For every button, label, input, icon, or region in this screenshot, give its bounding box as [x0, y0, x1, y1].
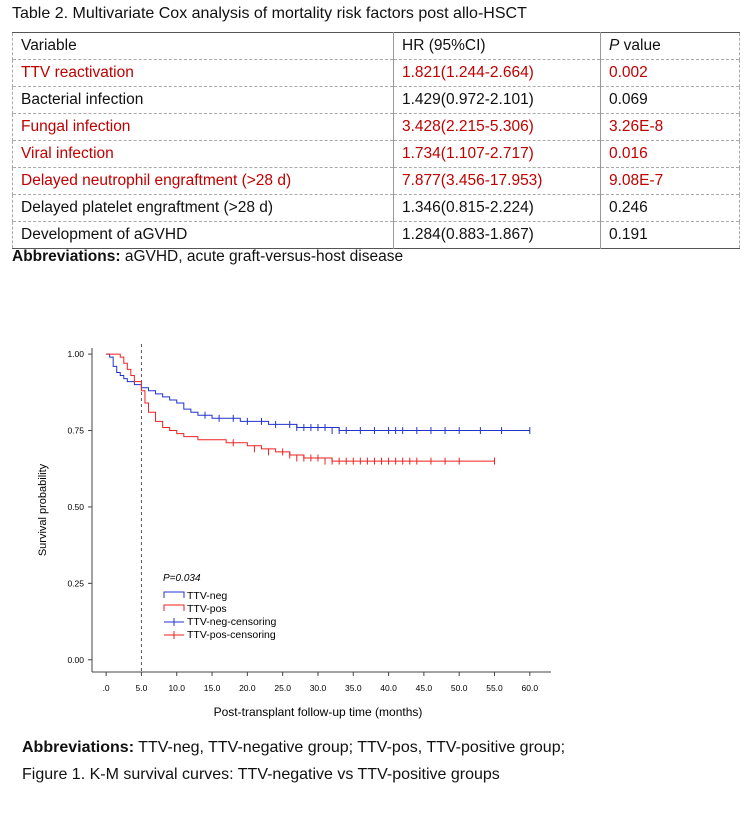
- y-tick-label: 1.00: [67, 349, 84, 359]
- legend-pos-swatch: [163, 604, 185, 611]
- x-axis-ticks: .0 5.0 10.0 15.0 20.0 25.0 30.0 35.0 40.0 45.0 50.…: [103, 672, 539, 693]
- legend-label: TTV-pos: [187, 603, 227, 615]
- y-tick-label: 0.00: [67, 655, 84, 665]
- x-tick-label: 15.0: [204, 683, 221, 693]
- x-tick-label: 60.0: [522, 683, 539, 693]
- censoring-marks: [204, 411, 531, 465]
- figure-abbreviations-text: TTV-neg, TTV-negative group; TTV-pos, TT…: [134, 739, 566, 756]
- cell-hr: 1.284(0.883-1.867): [393, 221, 601, 249]
- table-row: Fungal infection 3.428(2.215-5.306) 3.26…: [12, 113, 740, 141]
- table-row: TTV reactivation 1.821(1.244-2.664) 0.00…: [12, 59, 740, 87]
- table-header-row: Variable HR (95%CI) P value: [12, 32, 740, 60]
- table-abbreviations-label: Abbreviations:: [12, 248, 121, 265]
- cell-variable: Viral infection: [12, 140, 394, 168]
- cell-p: 0.246: [600, 194, 740, 222]
- cell-variable: Fungal infection: [12, 113, 394, 141]
- legend-label: TTV-pos-censoring: [187, 629, 276, 641]
- cell-hr: 1.429(0.972-2.101): [393, 86, 601, 114]
- ttv-neg-curve: [106, 353, 530, 432]
- table-row: Delayed neutrophil engraftment (>28 d) 7…: [12, 167, 740, 195]
- header-hr: HR (95%CI): [393, 32, 601, 60]
- y-tick-label: 0.25: [67, 578, 84, 588]
- x-tick-label: 35.0: [345, 683, 362, 693]
- figure-caption: Figure 1. K-M survival curves: TTV-negat…: [22, 766, 500, 783]
- x-tick-label: 30.0: [310, 683, 327, 693]
- x-tick-label: 20.0: [239, 683, 256, 693]
- legend-label: TTV-neg: [187, 590, 227, 602]
- table-abbreviations: Abbreviations: aGVHD, acute graft-versus…: [12, 248, 403, 266]
- y-tick-label: 0.75: [67, 426, 84, 436]
- survival-curves: [106, 353, 530, 462]
- figure-abbreviations: Abbreviations: TTV-neg, TTV-negative gro…: [22, 739, 565, 757]
- cell-hr: 1.346(0.815-2.224): [393, 194, 601, 222]
- cell-p: 3.26E-8: [600, 113, 740, 141]
- table-abbreviations-text: aGVHD, acute graft-versus-host disease: [120, 248, 404, 265]
- x-tick-label: 55.0: [486, 683, 503, 693]
- figure-abbreviations-label: Abbreviations:: [22, 739, 135, 756]
- x-tick-label: 40.0: [380, 683, 397, 693]
- y-tick-label: 0.50: [67, 502, 84, 512]
- cell-variable: Delayed neutrophil engraftment (>28 d): [12, 167, 394, 195]
- cell-hr: 3.428(2.215-5.306): [393, 113, 601, 141]
- p-value-annotation: P=0.034: [163, 573, 201, 584]
- chart-legend: TTV-neg TTV-pos TTV-neg-censoring TTV-po…: [163, 590, 276, 641]
- header-variable: Variable: [12, 32, 394, 60]
- cell-variable: Bacterial infection: [12, 86, 394, 114]
- cell-p: 0.002: [600, 59, 740, 87]
- table-row: Delayed platelet engraftment (>28 d) 1.3…: [12, 194, 740, 222]
- ttv-pos-curve: [106, 353, 495, 462]
- cell-variable: Delayed platelet engraftment (>28 d): [12, 194, 394, 222]
- cell-hr: 1.734(1.107-2.717): [393, 140, 601, 168]
- cell-p: 9.08E-7: [600, 167, 740, 195]
- cell-p: 0.069: [600, 86, 740, 114]
- cox-table: Variable HR (95%CI) P value TTV reactiva…: [12, 32, 740, 249]
- x-tick-label: 45.0: [416, 683, 433, 693]
- x-tick-label: .0: [103, 683, 110, 693]
- y-axis-ticks: 0.00 0.25 0.50 0.75 1.00: [67, 349, 92, 665]
- cell-p: 0.016: [600, 140, 740, 168]
- table-row: Development of aGVHD 1.284(0.883-1.867) …: [12, 221, 740, 249]
- cell-variable: Development of aGVHD: [12, 221, 394, 249]
- header-p-value: P value: [600, 32, 740, 60]
- table-row: Bacterial infection 1.429(0.972-2.101) 0…: [12, 86, 740, 114]
- table-row: Viral infection 1.734(1.107-2.717) 0.016: [12, 140, 740, 168]
- x-tick-label: 10.0: [168, 683, 185, 693]
- legend-neg-swatch: [163, 591, 185, 598]
- x-tick-label: 25.0: [274, 683, 291, 693]
- x-axis-label: Post-transplant follow-up time (months): [214, 705, 423, 719]
- legend-label: TTV-neg-censoring: [187, 616, 276, 628]
- x-tick-label: 5.0: [136, 683, 148, 693]
- x-tick-label: 50.0: [451, 683, 468, 693]
- cell-p: 0.191: [600, 221, 740, 249]
- y-axis-label: Survival probability: [37, 463, 49, 556]
- cell-hr: 1.821(1.244-2.664): [393, 59, 601, 87]
- cell-variable: TTV reactivation: [12, 59, 394, 87]
- header-p-rest: value: [619, 37, 661, 54]
- cell-hr: 7.877(3.456-17.953): [393, 167, 601, 195]
- table-title: Table 2. Multivariate Cox analysis of mo…: [12, 5, 527, 22]
- header-p-italic: P: [609, 37, 620, 54]
